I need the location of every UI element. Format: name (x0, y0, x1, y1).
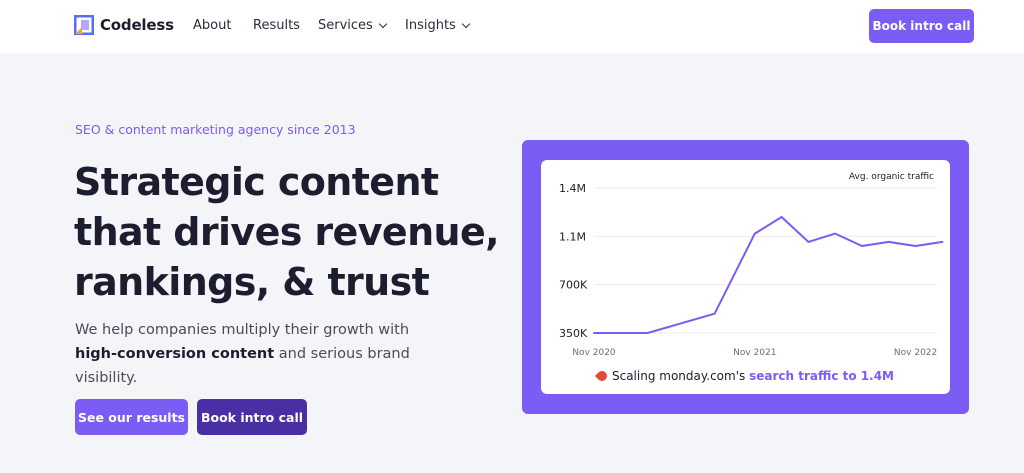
x-tick-label: Nov 2021 (733, 348, 776, 358)
chevron-down-icon (461, 19, 471, 28)
traffic-chart-card: Avg. organic traffic 1.4M 1.1M 700K 350K Nov … (541, 160, 950, 394)
hero-lead: We help companies multiply their growth … (75, 318, 455, 390)
headline-line-2: that drives revenue, (74, 210, 500, 254)
hero-eyebrow: SEO & content marketing agency since 201… (75, 122, 356, 137)
y-tick-label: 1.1M (559, 230, 586, 243)
nav-services[interactable]: Services (318, 18, 388, 33)
nav-insights[interactable]: Insights (405, 18, 471, 33)
nav-about[interactable]: About (193, 18, 231, 33)
lead-text-pre: We help companies multiply their growth … (75, 322, 410, 338)
nav-insights-label: Insights (405, 18, 456, 33)
lead-text-post: and serious brand visibility. (75, 346, 410, 386)
lead-text-bold: high-conversion content (75, 346, 275, 362)
book-intro-call-hero-button[interactable]: Book intro call (197, 399, 307, 435)
y-tick-label: 350K (559, 327, 588, 340)
chart-caption: Scaling monday.com's search traffic to 1… (541, 368, 950, 384)
nav-about-label: About (193, 18, 232, 33)
book-intro-call-nav-button[interactable]: Book intro call (869, 9, 974, 43)
chart-frame: Avg. organic traffic 1.4M 1.1M 700K 350K Nov … (522, 140, 969, 414)
nav-services-label: Services (318, 18, 373, 33)
rocket-icon (594, 368, 610, 384)
see-our-results-button[interactable]: See our results (75, 399, 188, 435)
nav-results-label: Results (253, 18, 300, 33)
x-tick-label: Nov 2020 (572, 348, 616, 358)
hero-headline: Strategic content that drives revenue, r… (74, 157, 500, 307)
x-tick-label: Nov 2022 (894, 348, 937, 358)
y-tick-label: 1.4M (559, 182, 586, 195)
nav-results[interactable]: Results (253, 18, 300, 33)
caption-text: Scaling monday.com's (611, 369, 750, 383)
headline-line-1: Strategic content (74, 160, 439, 204)
y-tick-label: 700K (559, 279, 588, 292)
chart-title: Avg. organic traffic (849, 172, 934, 182)
brand-logo[interactable]: Codeless (73, 14, 174, 36)
brand-name: Codeless (100, 16, 174, 34)
caption-highlight: search traffic to 1.4M (749, 369, 894, 383)
chevron-down-icon (378, 19, 388, 28)
top-nav: Codeless About Results Services Insights… (0, 0, 1024, 53)
traffic-series-line (593, 216, 944, 334)
logo-icon (73, 14, 95, 36)
traffic-chart: Avg. organic traffic 1.4M 1.1M 700K 350K Nov … (559, 172, 944, 358)
headline-line-3: rankings, & trust (74, 260, 430, 304)
